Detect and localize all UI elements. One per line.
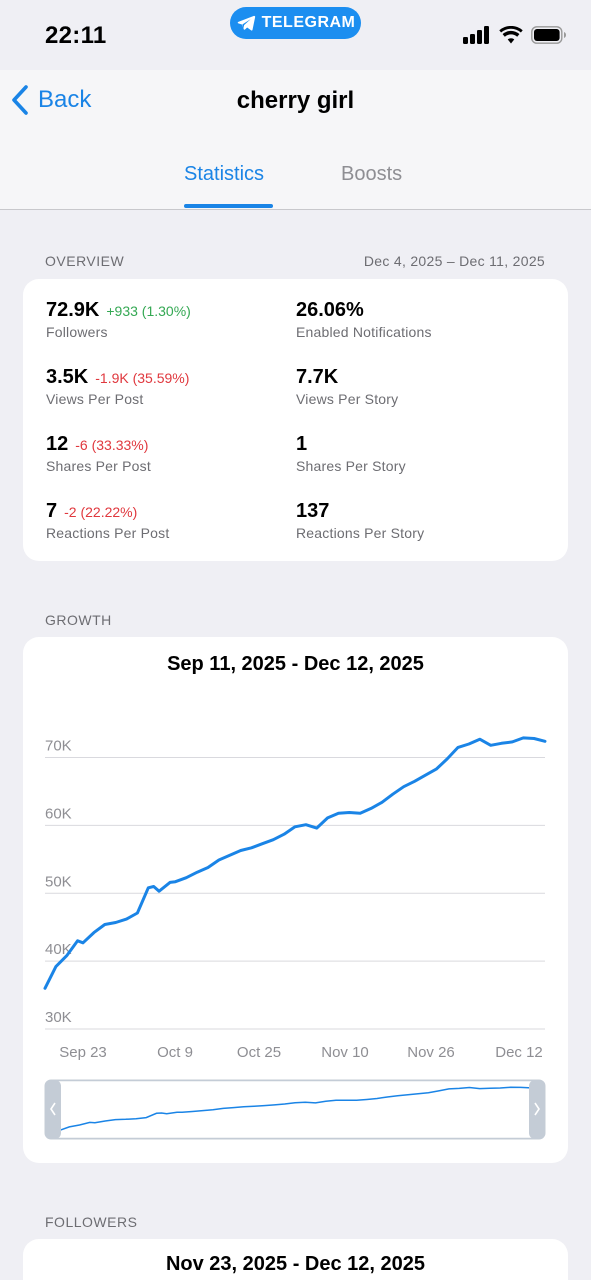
stat-change: -6 (33.33%): [75, 437, 149, 453]
stat-label: Followers: [46, 324, 108, 340]
active-tab-indicator: [184, 204, 273, 208]
x-tick-label: Oct 25: [237, 1044, 281, 1061]
chevron-left-icon: [12, 85, 28, 115]
overview-card: 72.9K +933 (1.30%) Followers 26.06% Enab…: [23, 279, 568, 561]
growth-chart[interactable]: 30K 40K 50K 60K 70K Sep 23 Oct 9 Oct 25 Nov 10 No…: [23, 637, 568, 1163]
stat-value: 26.06%: [296, 299, 364, 321]
tab-boosts[interactable]: Boosts: [341, 163, 403, 185]
navigator-line: [58, 1086, 532, 1132]
stat-value: 12: [46, 433, 69, 455]
stat-enabled-notifications: 26.06% Enabled Notifications: [296, 299, 432, 340]
x-tick-label: Sep 23: [59, 1044, 107, 1061]
stat-label: Enabled Notifications: [296, 324, 432, 340]
stat-reactions-per-story: 137 Reactions Per Story: [296, 500, 424, 541]
y-tick-label: 70K: [45, 738, 72, 755]
followers-card: Nov 23, 2025 - Dec 12, 2025: [23, 1239, 568, 1280]
telegram-icon: [237, 15, 255, 31]
back-button[interactable]: Back: [10, 84, 91, 116]
growth-card: Sep 11, 2025 - Dec 12, 2025 30K 40K 50K 60K…: [23, 637, 568, 1163]
navigator-left-handle: [45, 1080, 61, 1139]
battery-icon: [531, 26, 566, 44]
telegram-pill[interactable]: TELEGRAM: [230, 7, 361, 39]
stat-views-per-story: 7.7K Views Per Story: [296, 366, 398, 407]
stat-value: 137: [296, 500, 330, 522]
stat-followers: 72.9K +933 (1.30%) Followers: [46, 299, 191, 340]
followers-chart-title: Nov 23, 2025 - Dec 12, 2025: [165, 1253, 426, 1275]
chevron-right-icon: [534, 1102, 540, 1116]
navigator-right-handle: [529, 1080, 545, 1139]
series-line: [43, 736, 547, 990]
chevron-left-icon: [50, 1102, 56, 1116]
back-button-label: Back: [38, 86, 92, 113]
y-tick-label: 60K: [45, 805, 72, 822]
stat-views-per-post: 3.5K -1.9K (35.59%) Views Per Post: [46, 366, 189, 407]
wifi-icon: [499, 26, 523, 44]
x-tick-label: Nov 10: [321, 1044, 369, 1061]
status-icons: [463, 26, 567, 44]
signal-icon: [463, 26, 489, 44]
stat-label: Reactions Per Story: [296, 525, 425, 541]
y-tick-label: 50K: [45, 873, 72, 890]
stat-change: +933 (1.30%): [106, 303, 191, 319]
stat-shares-per-story: 1 Shares Per Story: [296, 433, 406, 474]
x-tick-label: Oct 9: [157, 1044, 193, 1061]
page-title: cherry girl: [236, 87, 355, 114]
status-bar: 22:11 TELEGRAM: [0, 0, 591, 70]
stat-change: -2 (22.22%): [64, 504, 138, 520]
stat-value: 3.5K: [46, 366, 89, 388]
stat-value: 7: [46, 500, 58, 522]
stat-label: Shares Per Post: [46, 458, 151, 474]
chart-title: Sep 11, 2025 - Dec 12, 2025: [167, 653, 424, 675]
growth-header: GROWTH: [45, 612, 112, 628]
y-tick-label: 40K: [45, 941, 72, 958]
stat-value: 7.7K: [296, 366, 339, 388]
followers-header: FOLLOWERS: [45, 1214, 138, 1230]
stat-value: 72.9K: [46, 299, 100, 321]
overview-date-range: Dec 4, 2025 – Dec 11, 2025: [363, 253, 545, 269]
x-tick-label: Nov 26: [407, 1044, 455, 1061]
stat-reactions-per-post: 7 -2 (22.22%) Reactions Per Post: [46, 500, 169, 541]
stat-change: -1.9K (35.59%): [95, 370, 190, 386]
telegram-pill-label: TELEGRAM: [261, 14, 356, 31]
stat-label: Views Per Story: [296, 391, 399, 407]
tab-bar: Statistics Boosts: [0, 160, 591, 210]
stat-label: Views Per Post: [46, 391, 144, 407]
tab-statistics[interactable]: Statistics: [184, 163, 265, 185]
stat-shares-per-post: 12 -6 (33.33%) Shares Per Post: [46, 433, 151, 474]
y-tick-label: 30K: [45, 1009, 72, 1026]
stat-value: 1: [296, 433, 308, 455]
status-time: 22:11: [45, 22, 107, 49]
stat-label: Reactions Per Post: [46, 525, 170, 541]
overview-header: OVERVIEW: [45, 253, 125, 269]
stat-label: Shares Per Story: [296, 458, 406, 474]
navigator-frame: [44, 1079, 546, 1140]
nav-bar: Back cherry girl Statistics Boosts: [0, 70, 591, 210]
x-tick-label: Dec 12: [495, 1044, 543, 1061]
